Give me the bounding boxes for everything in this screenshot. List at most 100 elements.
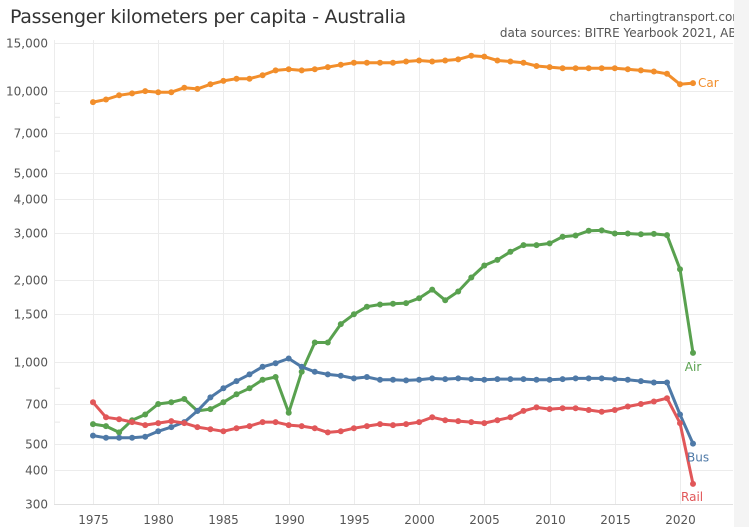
bus-point-1996[interactable] xyxy=(363,374,370,380)
air-point-2017[interactable] xyxy=(637,231,644,238)
car-point-1979[interactable] xyxy=(142,88,149,95)
bus-point-1980[interactable] xyxy=(155,428,162,435)
car-point-2000[interactable] xyxy=(416,57,423,64)
bus-point-1987[interactable] xyxy=(246,371,253,378)
rail-point-1998[interactable] xyxy=(390,422,396,429)
rail-point-1981[interactable] xyxy=(168,418,175,425)
bus-point-1991[interactable] xyxy=(298,363,305,370)
bus-point-1984[interactable] xyxy=(207,394,214,401)
car-point-1980[interactable] xyxy=(155,89,162,96)
car-point-1984[interactable] xyxy=(207,81,214,88)
bus-point-1985[interactable] xyxy=(220,385,227,392)
air-point-2009[interactable] xyxy=(533,242,540,249)
car-point-1987[interactable] xyxy=(246,75,253,82)
rail-point-2003[interactable] xyxy=(455,418,462,425)
car-point-1999[interactable] xyxy=(403,58,410,65)
air-point-1999[interactable] xyxy=(403,300,410,307)
rail-point-2005[interactable] xyxy=(481,420,488,427)
car-point-2020[interactable] xyxy=(677,81,683,88)
rail-point-1994[interactable] xyxy=(337,428,344,435)
air-point-2006[interactable] xyxy=(494,256,501,263)
car-point-2013[interactable] xyxy=(585,65,592,72)
air-point-1982[interactable] xyxy=(181,396,188,402)
rail-point-2015[interactable] xyxy=(611,407,618,413)
car-point-1998[interactable] xyxy=(390,59,396,66)
rail-point-1991[interactable] xyxy=(298,423,305,430)
rail-point-2002[interactable] xyxy=(442,417,449,424)
bus-point-1989[interactable] xyxy=(272,360,279,367)
car-point-1978[interactable] xyxy=(129,90,136,97)
car-point-1992[interactable] xyxy=(311,66,318,73)
rail-point-2011[interactable] xyxy=(559,405,566,412)
car-point-2021[interactable] xyxy=(690,80,696,87)
rail-point-1990[interactable] xyxy=(285,422,292,429)
bus-point-1983[interactable] xyxy=(194,407,201,414)
rail-point-1982[interactable] xyxy=(181,420,188,427)
bus-point-1993[interactable] xyxy=(324,371,331,378)
air-point-2003[interactable] xyxy=(455,288,462,295)
car-point-1993[interactable] xyxy=(324,64,331,71)
air-point-2016[interactable] xyxy=(624,230,631,237)
bus-point-2006[interactable] xyxy=(494,376,501,383)
rail-point-1984[interactable] xyxy=(207,426,214,433)
air-point-2019[interactable] xyxy=(664,232,670,239)
car-point-2007[interactable] xyxy=(507,58,514,65)
rail-point-1983[interactable] xyxy=(194,424,201,431)
rail-point-2007[interactable] xyxy=(507,414,514,421)
air-point-1976[interactable] xyxy=(103,423,109,430)
air-point-2004[interactable] xyxy=(468,274,475,281)
car-point-2011[interactable] xyxy=(559,65,566,72)
rail-point-1987[interactable] xyxy=(246,423,253,430)
air-point-2007[interactable] xyxy=(507,248,514,255)
bus-point-1988[interactable] xyxy=(259,363,266,370)
bus-point-2011[interactable] xyxy=(559,376,566,383)
air-point-2010[interactable] xyxy=(546,240,553,247)
bus-point-2018[interactable] xyxy=(650,379,657,386)
bus-point-1994[interactable] xyxy=(337,372,344,379)
bus-point-2009[interactable] xyxy=(533,376,540,383)
bus-point-2015[interactable] xyxy=(611,376,618,383)
air-point-1993[interactable] xyxy=(324,339,331,346)
bus-point-2008[interactable] xyxy=(520,376,527,383)
air-point-2018[interactable] xyxy=(650,230,657,237)
air-point-1990[interactable] xyxy=(285,409,292,416)
air-point-2011[interactable] xyxy=(559,233,566,240)
air-point-1975[interactable] xyxy=(90,421,96,428)
bus-point-1975[interactable] xyxy=(90,432,96,439)
air-point-2015[interactable] xyxy=(611,230,618,237)
air-point-1996[interactable] xyxy=(363,303,370,310)
air-point-2002[interactable] xyxy=(442,297,449,304)
air-point-2020[interactable] xyxy=(677,266,683,273)
bus-point-2013[interactable] xyxy=(585,375,592,382)
rail-point-2017[interactable] xyxy=(637,401,644,407)
rail-point-1995[interactable] xyxy=(350,425,357,432)
bus-point-1990[interactable] xyxy=(285,355,292,362)
car-point-1983[interactable] xyxy=(194,85,201,92)
bus-point-1999[interactable] xyxy=(403,377,410,384)
bus-point-2012[interactable] xyxy=(572,375,579,382)
rail-point-1989[interactable] xyxy=(272,419,279,426)
bus-point-1995[interactable] xyxy=(350,375,357,382)
car-point-2005[interactable] xyxy=(481,53,488,60)
rail-point-2008[interactable] xyxy=(520,407,527,414)
rail-point-1980[interactable] xyxy=(155,420,162,427)
rail-point-2021[interactable] xyxy=(690,480,696,487)
air-point-1997[interactable] xyxy=(377,301,383,308)
bus-point-2005[interactable] xyxy=(481,376,488,383)
car-point-2004[interactable] xyxy=(468,52,475,59)
rail-point-2009[interactable] xyxy=(533,404,540,411)
rail-point-2018[interactable] xyxy=(650,398,657,405)
car-point-2001[interactable] xyxy=(429,58,436,65)
car-point-1981[interactable] xyxy=(168,89,175,96)
rail-point-2004[interactable] xyxy=(468,419,475,426)
bus-point-1979[interactable] xyxy=(142,433,149,440)
car-point-1997[interactable] xyxy=(377,59,383,66)
car-point-2008[interactable] xyxy=(520,59,527,66)
air-point-1992[interactable] xyxy=(311,339,318,346)
bus-point-1976[interactable] xyxy=(103,434,109,441)
car-point-1991[interactable] xyxy=(298,67,305,74)
rail-point-1988[interactable] xyxy=(259,419,266,426)
rail-point-2010[interactable] xyxy=(546,406,553,413)
rail-point-1999[interactable] xyxy=(403,421,410,428)
air-point-2005[interactable] xyxy=(481,262,488,269)
